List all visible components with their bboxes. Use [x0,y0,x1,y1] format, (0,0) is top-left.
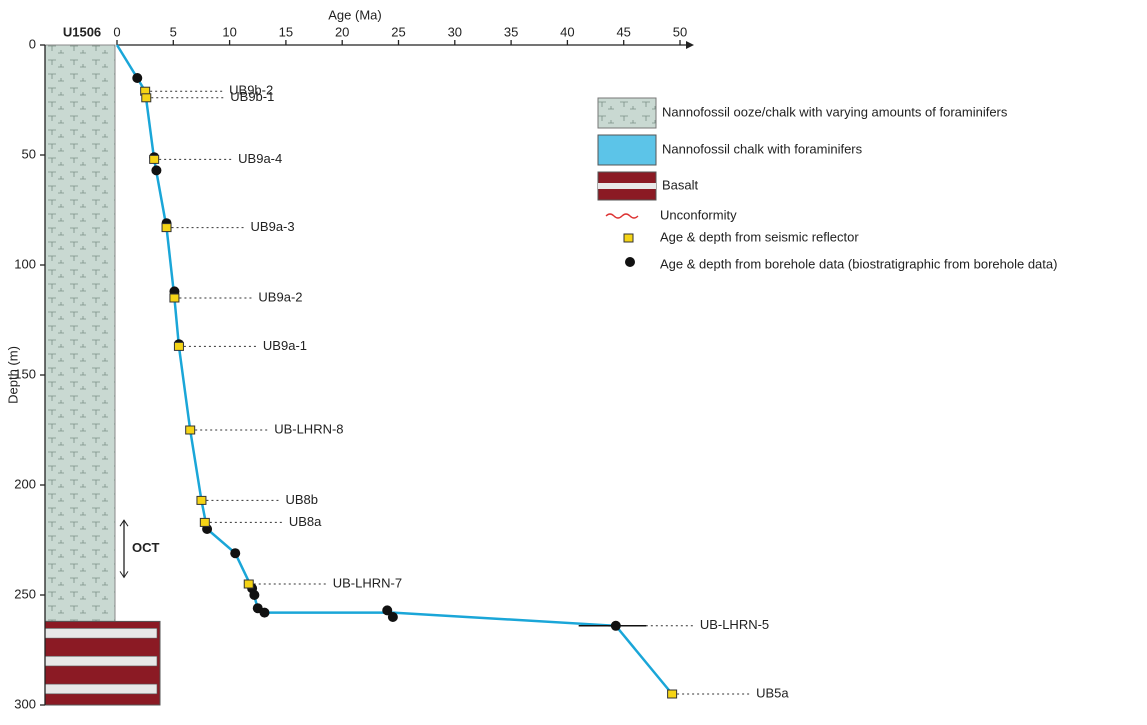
seismic-point [174,342,183,350]
basalt-band [45,656,157,666]
legend-circle [625,257,635,267]
age-depth-line [117,45,672,694]
reflector-label: UB-LHRN-5 [700,617,769,632]
seismic-point [142,94,151,102]
oct-label: OCT [132,540,160,555]
seismic-point [162,224,171,232]
seismic-point [200,518,209,526]
lithology-pattern [45,45,115,621]
borehole-point [151,165,161,175]
basalt-band [45,628,157,638]
seismic-point [668,690,677,698]
borehole-point [611,621,621,631]
x-axis-arrow [686,41,694,49]
reflector-label: UB9a-2 [258,289,302,304]
site-label: U1506 [63,24,101,39]
borehole-point [132,73,142,83]
seismic-point [186,426,195,434]
y-tick-label: 100 [14,256,36,271]
x-tick-label: 35 [504,24,518,39]
x-tick-label: 25 [391,24,405,39]
borehole-point [388,612,398,622]
seismic-point [244,580,253,588]
x-axis-label: Age (Ma) [328,7,381,22]
x-tick-label: 20 [335,24,349,39]
y-tick-label: 250 [14,586,36,601]
x-tick-label: 50 [673,24,687,39]
x-tick-label: 45 [616,24,630,39]
legend-label: Nannofossil chalk with foraminifers [662,141,863,156]
x-tick-label: 15 [279,24,293,39]
y-tick-label: 300 [14,696,36,711]
chart: Age (Ma) Depth (m) U1506 OCT051015202530… [0,0,1147,720]
reflector-label: UB-LHRN-8 [274,421,343,436]
reflector-label: UB9a-4 [238,151,282,166]
reflector-label: UB9a-3 [251,219,295,234]
borehole-point [230,548,240,558]
legend-pattern [598,98,656,128]
legend-label: Age & depth from borehole data (biostrat… [660,256,1057,271]
legend-label: Unconformity [660,207,737,222]
x-tick-label: 0 [113,24,120,39]
legend-label: Nannofossil ooze/chalk with varying amou… [662,104,1008,119]
legend-swatch [598,135,656,165]
reflector-label: UB-LHRN-7 [333,575,402,590]
x-tick-label: 5 [170,24,177,39]
legend-wave [606,214,638,218]
reflector-label: UB5a [756,685,789,700]
basalt-band [45,684,157,694]
x-tick-label: 10 [222,24,236,39]
seismic-point [197,496,206,504]
x-tick-label: 30 [448,24,462,39]
seismic-point [170,294,179,302]
legend-band [598,183,656,189]
reflector-label: UB8a [289,514,322,529]
reflector-label: UB8b [285,492,318,507]
x-tick-label: 40 [560,24,574,39]
reflector-label: UB9a-1 [263,338,307,353]
y-tick-label: 150 [14,366,36,381]
borehole-point [260,608,270,618]
y-tick-label: 200 [14,476,36,491]
seismic-point [150,155,159,163]
borehole-point [249,590,259,600]
reflector-label: UB9b-1 [230,89,274,104]
legend-label: Age & depth from seismic reflector [660,229,859,244]
legend-square [624,234,633,242]
legend-label: Basalt [662,177,699,192]
y-tick-label: 0 [29,36,36,51]
y-tick-label: 50 [22,146,36,161]
